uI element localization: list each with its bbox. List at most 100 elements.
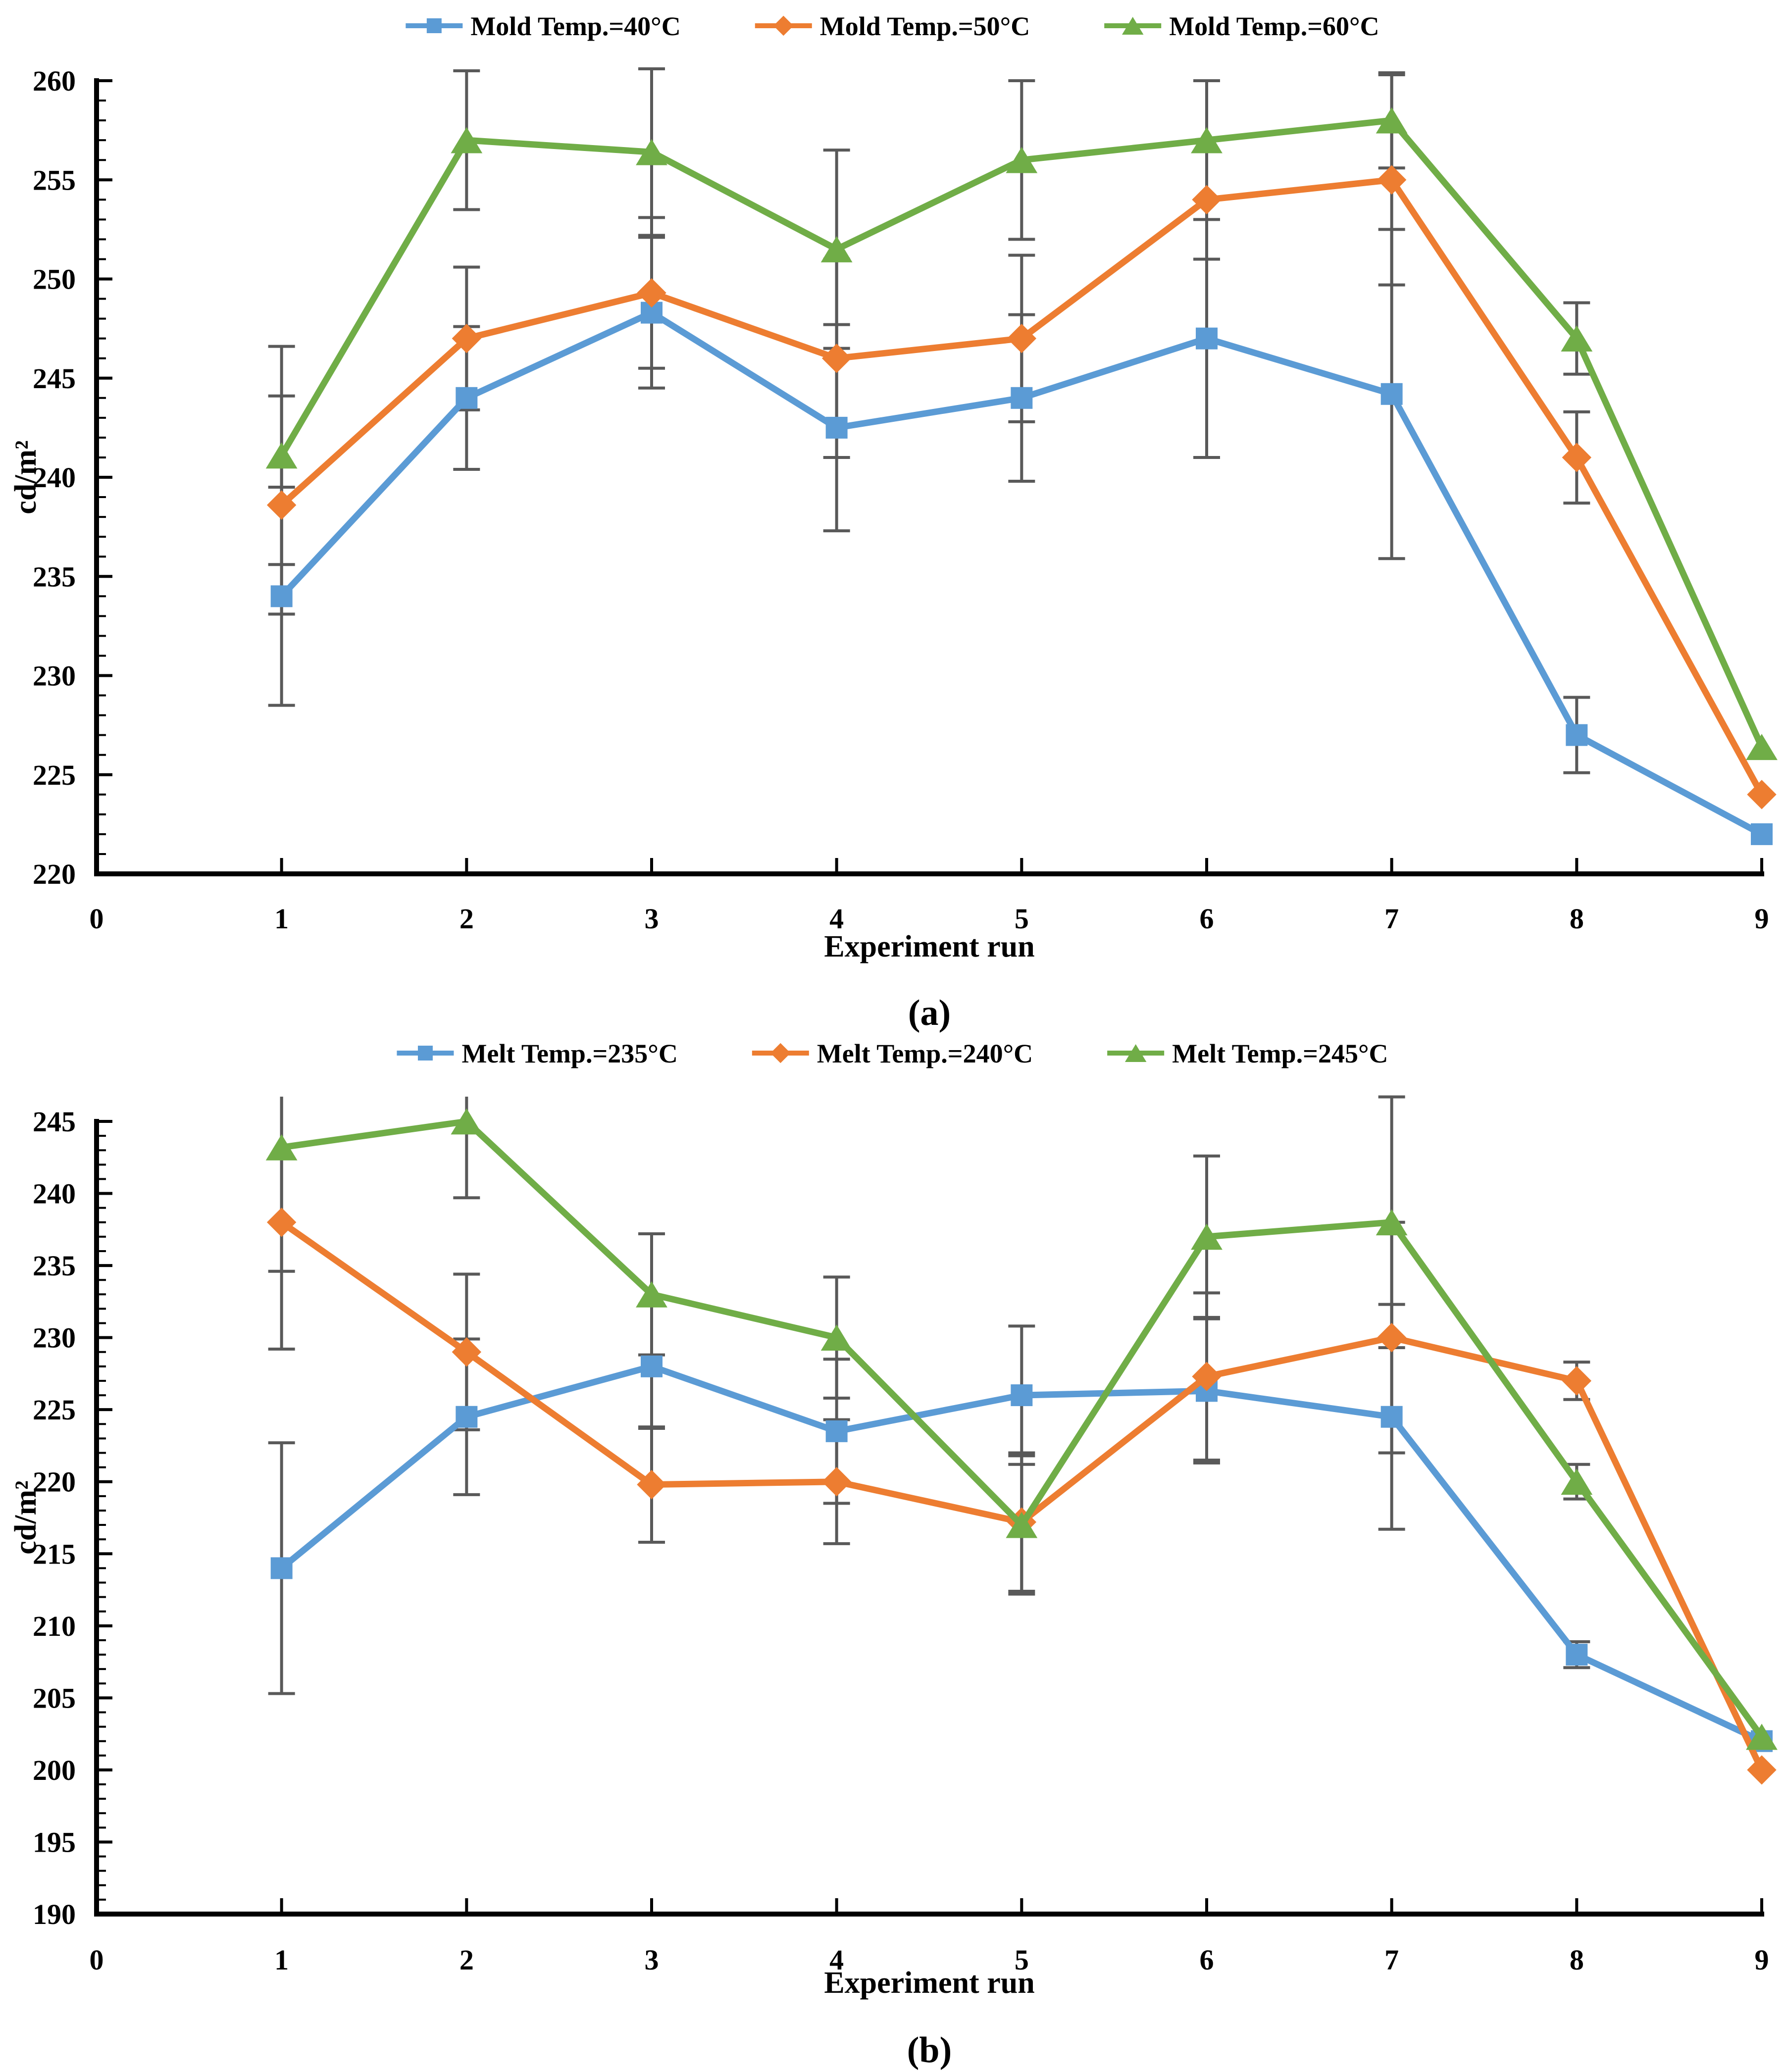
data-point-marker-0 [1011, 1384, 1033, 1407]
data-point-marker-1 [1007, 323, 1037, 354]
x-tick-label: 8 [1570, 1944, 1584, 1976]
legend-marker-square-icon [417, 1046, 433, 1061]
legend-label: Melt Temp.=235°C [461, 1039, 677, 1068]
data-point-marker-0 [1196, 327, 1218, 350]
x-tick-label: 1 [274, 1944, 289, 1976]
y-axis-title-a: cd/m² [9, 440, 43, 514]
y-tick-label: 240 [33, 1178, 76, 1210]
chart-a-plot-area: 220 225 230 235 240 245 250 255 260 0 1 2 3 4 5 6 7 8 9 [33, 65, 1778, 935]
y-tick-label: 235 [33, 560, 76, 593]
data-point-marker-2 [265, 1134, 298, 1161]
y-tick-label: 255 [33, 164, 76, 196]
legend-item: Melt Temp.=245°C [1107, 1039, 1388, 1068]
y-tick-label: 200 [33, 1754, 76, 1786]
x-tick-label: 4 [829, 903, 844, 935]
axes [94, 1119, 1764, 1917]
legend-marker-diamond-icon [770, 1043, 791, 1063]
y-tick-label: 215 [33, 1538, 76, 1570]
legend-marker-square-icon [426, 18, 442, 33]
y-tick-label: 260 [33, 65, 76, 97]
x-tick-label: 8 [1570, 903, 1584, 935]
data-point-marker-2 [1561, 1468, 1593, 1495]
y-tick-label: 210 [33, 1610, 76, 1642]
x-tick-label: 5 [1015, 1944, 1029, 1976]
data-point-marker-2 [820, 236, 853, 262]
x-tick-label: 7 [1384, 1944, 1399, 1976]
x-tick-label: 9 [1755, 903, 1769, 935]
data-point-marker-0 [1380, 383, 1403, 405]
data-point-marker-0 [456, 1406, 478, 1428]
data-point-marker-1 [452, 1337, 482, 1367]
data-point-marker-0 [1751, 823, 1773, 845]
data-point-marker-1 [821, 344, 852, 373]
data-point-marker-1 [1377, 1322, 1407, 1353]
data-point-marker-1 [1562, 443, 1592, 472]
data-point-marker-2 [1006, 1512, 1038, 1538]
x-tick-label: 3 [645, 903, 659, 935]
x-tick-label: 5 [1015, 903, 1029, 935]
x-tick-label: 9 [1755, 1944, 1769, 1976]
data-point-marker-1 [1192, 1362, 1222, 1391]
x-tick-label: 0 [90, 903, 104, 935]
y-tick-label: 205 [33, 1682, 76, 1714]
caption-a: (a) [908, 993, 951, 1033]
y-tick-label: 250 [33, 263, 76, 296]
y-tick-label: 225 [33, 1394, 76, 1426]
legend-label: Mold Temp.=40°C [470, 11, 680, 41]
data-point-marker-2 [451, 127, 483, 153]
data-point-marker-2 [1191, 127, 1223, 153]
data-point-marker-2 [1376, 1209, 1408, 1236]
legend-item: Mold Temp.=50°C [755, 11, 1030, 41]
data-point-marker-0 [456, 387, 478, 409]
data-point-marker-1 [1747, 780, 1777, 809]
legend-marker-triangle-icon [1124, 1044, 1147, 1062]
legend-item: Mold Temp.=60°C [1104, 11, 1379, 41]
y-tick-label: 220 [33, 858, 76, 890]
data-point-marker-2 [1191, 1223, 1223, 1250]
data-point-marker-2 [1746, 1723, 1778, 1750]
y-tick-label: 195 [33, 1826, 76, 1858]
data-point-marker-0 [1011, 387, 1033, 409]
axes [94, 78, 1764, 876]
data-point-marker-2 [1006, 147, 1038, 173]
data-point-marker-0 [1380, 1406, 1403, 1428]
x-tick-label: 1 [274, 903, 289, 935]
y-tick-label: 220 [33, 1466, 76, 1498]
legend-marker-triangle-icon [1122, 17, 1144, 35]
data-point-marker-2 [636, 139, 667, 165]
y-tick-label: 230 [33, 660, 76, 692]
data-point-marker-1 [1377, 165, 1407, 195]
error-bars [268, 1095, 1590, 1695]
data-point-marker-2 [820, 1324, 853, 1351]
legend-item: Melt Temp.=235°C [397, 1039, 678, 1068]
data-point-marker-1 [637, 1469, 666, 1500]
y-tick-label: 240 [33, 461, 76, 494]
chart-a: Mold Temp.=40°C Mold Temp.=50°C Mold Temp.… [9, 11, 1778, 1033]
y-tick-label: 235 [33, 1250, 76, 1282]
y-tick-label: 230 [33, 1322, 76, 1354]
legend-label: Melt Temp.=245°C [1172, 1039, 1388, 1068]
data-point-marker-2 [1746, 734, 1778, 760]
x-tick-label: 0 [90, 1944, 104, 1976]
data-point-marker-1 [637, 278, 666, 308]
x-tick-label: 2 [459, 903, 474, 935]
legend-item: Melt Temp.=240°C [752, 1039, 1033, 1068]
y-tick-label: 245 [33, 1106, 76, 1138]
data-point-marker-1 [266, 1208, 297, 1237]
data-point-marker-1 [821, 1467, 852, 1497]
data-point-marker-2 [265, 442, 298, 469]
chart-b: Melt Temp.=235°C Melt Temp.=240°C Melt Tem… [9, 1039, 1778, 2071]
data-point-marker-0 [641, 1355, 663, 1377]
legend-item: Mold Temp.=40°C [406, 11, 681, 41]
x-tick-label: 7 [1384, 903, 1399, 935]
x-axis-title-b: Experiment run [824, 1966, 1034, 2000]
data-point-marker-0 [270, 1557, 293, 1579]
data-point-marker-1 [1747, 1755, 1777, 1785]
data-point-marker-1 [266, 490, 297, 520]
legend-label: Mold Temp.=50°C [820, 11, 1030, 41]
data-point-marker-0 [270, 585, 293, 607]
y-axis-title-b: cd/m² [9, 1480, 43, 1554]
legend-b: Melt Temp.=235°C Melt Temp.=240°C Melt Tem… [397, 1039, 1388, 1068]
